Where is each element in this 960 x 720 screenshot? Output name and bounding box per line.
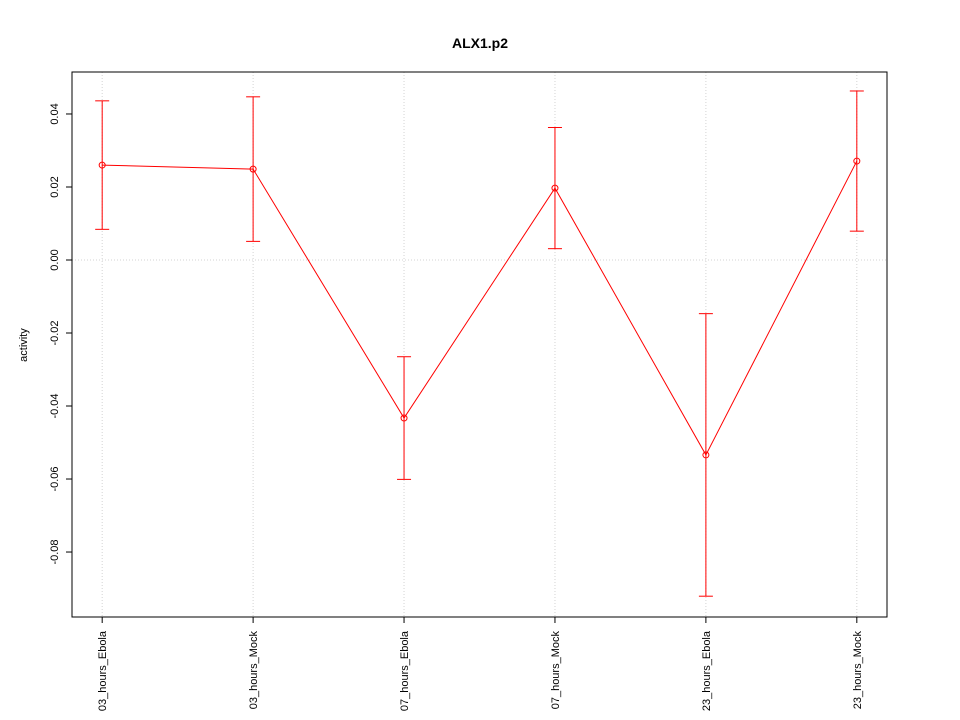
point xyxy=(853,157,861,165)
chart-title: ALX1.p2 xyxy=(452,35,508,51)
y-tick-label: -0.08 xyxy=(49,539,61,564)
y-tick-label: 0.00 xyxy=(49,249,61,270)
y-tick-label: -0.06 xyxy=(49,466,61,491)
point xyxy=(98,161,106,169)
x-tick-label: 23_hours_Mock xyxy=(852,631,864,710)
point xyxy=(551,184,559,192)
y-axis-label: activity xyxy=(18,328,30,362)
point xyxy=(249,165,257,173)
point xyxy=(400,414,408,422)
x-tick-label: 03_hours_Mock xyxy=(248,631,260,710)
x-tick-label: 03_hours_Ebola xyxy=(97,630,109,711)
plot-frame xyxy=(71,71,888,618)
series-line xyxy=(102,160,858,456)
x-tick-label: 07_hours_Ebola xyxy=(399,630,411,711)
y-tick-label: 0.02 xyxy=(49,176,61,197)
x-tick-label: 07_hours_Mock xyxy=(550,631,562,710)
y-tick-label: -0.02 xyxy=(49,320,61,345)
y-tick-label: -0.04 xyxy=(49,393,61,418)
point xyxy=(702,451,710,459)
y-tick-label: 0.04 xyxy=(49,103,61,124)
x-tick-label: 23_hours_Ebola xyxy=(701,630,713,711)
